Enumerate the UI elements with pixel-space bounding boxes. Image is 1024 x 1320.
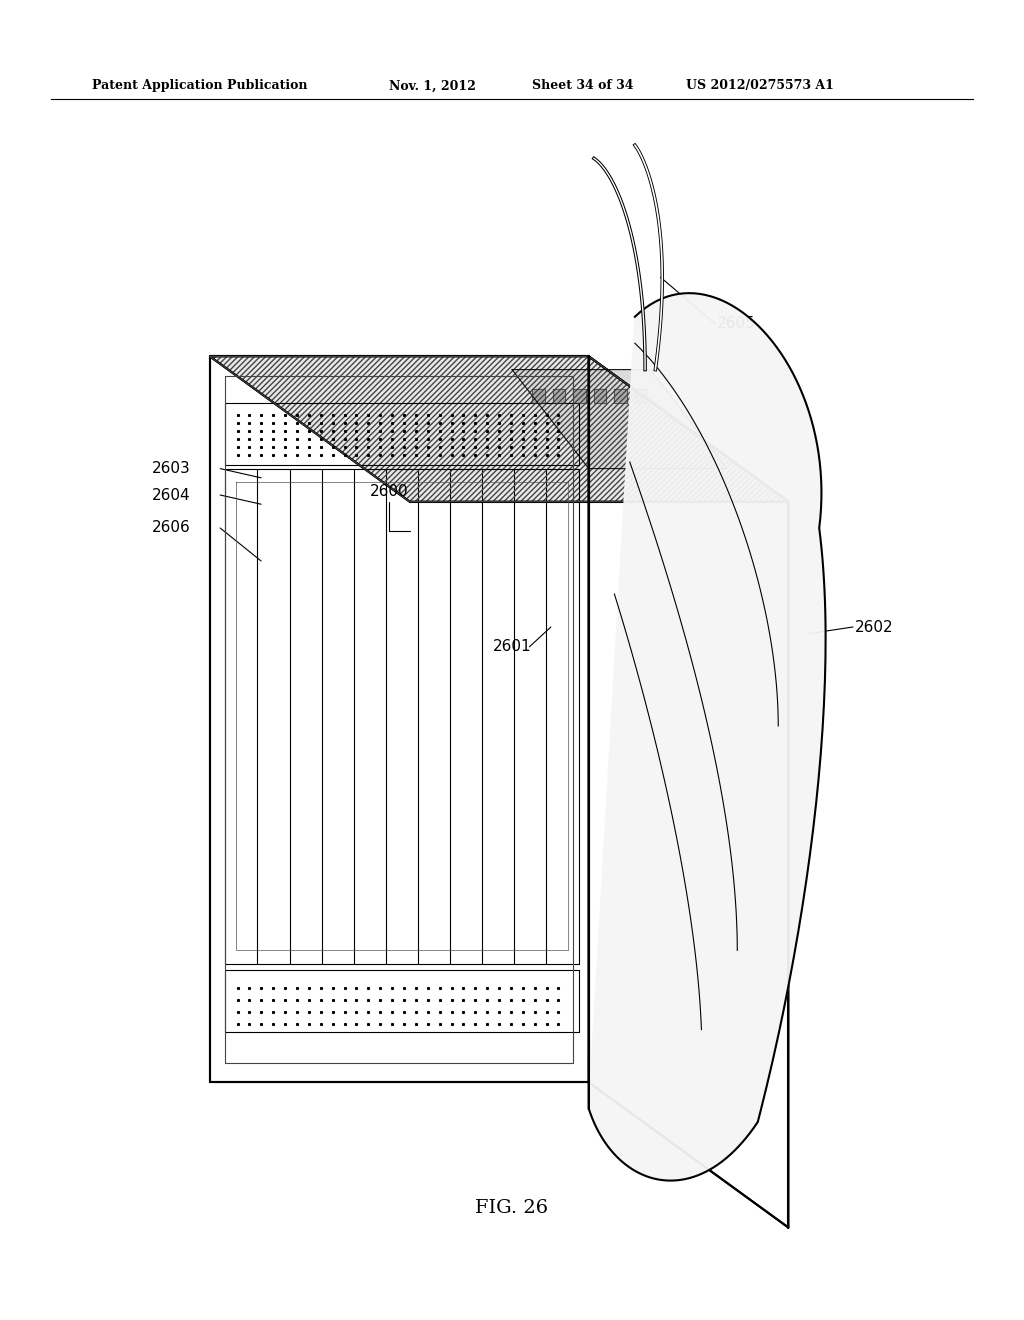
Text: Sheet 34 of 34: Sheet 34 of 34 xyxy=(532,79,634,92)
Polygon shape xyxy=(512,370,727,469)
Polygon shape xyxy=(210,356,589,1082)
Polygon shape xyxy=(532,389,545,403)
Polygon shape xyxy=(553,389,565,403)
Polygon shape xyxy=(635,389,647,403)
Polygon shape xyxy=(589,293,825,1180)
Polygon shape xyxy=(210,356,788,502)
Polygon shape xyxy=(225,403,579,465)
Text: 2606: 2606 xyxy=(152,520,190,536)
Polygon shape xyxy=(614,389,627,403)
Text: 2605: 2605 xyxy=(717,315,756,331)
Text: 2602: 2602 xyxy=(855,619,894,635)
Text: US 2012/0275573 A1: US 2012/0275573 A1 xyxy=(686,79,834,92)
Polygon shape xyxy=(210,356,788,502)
Text: 2601: 2601 xyxy=(493,639,531,655)
Polygon shape xyxy=(225,970,579,1032)
Polygon shape xyxy=(594,389,606,403)
Text: 2600: 2600 xyxy=(370,483,409,499)
Text: Nov. 1, 2012: Nov. 1, 2012 xyxy=(389,79,476,92)
Text: Patent Application Publication: Patent Application Publication xyxy=(92,79,307,92)
Polygon shape xyxy=(573,389,586,403)
Text: FIG. 26: FIG. 26 xyxy=(475,1199,549,1217)
Polygon shape xyxy=(225,469,579,964)
Text: 2603: 2603 xyxy=(152,461,190,477)
Polygon shape xyxy=(589,356,788,1228)
Text: 2604: 2604 xyxy=(152,487,190,503)
